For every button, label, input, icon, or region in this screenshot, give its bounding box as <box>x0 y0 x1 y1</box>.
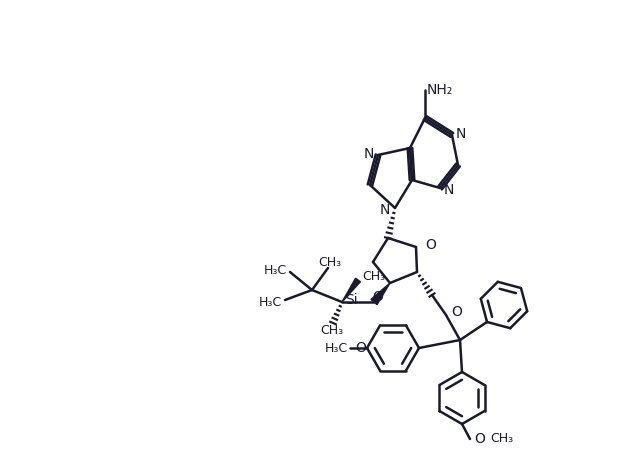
Polygon shape <box>342 278 360 302</box>
Text: N: N <box>456 127 467 141</box>
Text: O: O <box>372 290 383 304</box>
Text: O: O <box>425 238 436 252</box>
Text: O: O <box>356 341 367 355</box>
Text: N: N <box>444 183 454 197</box>
Text: CH₃: CH₃ <box>490 432 513 446</box>
Text: H₃C: H₃C <box>325 342 348 354</box>
Text: H₃C: H₃C <box>264 264 287 276</box>
Text: NH₂: NH₂ <box>427 83 453 97</box>
Text: CH₃: CH₃ <box>319 257 342 269</box>
Text: Si: Si <box>345 293 358 307</box>
Text: CH₃: CH₃ <box>321 324 344 337</box>
Text: O: O <box>474 432 485 446</box>
Text: H₃C: H₃C <box>259 296 282 308</box>
Text: N: N <box>364 147 374 161</box>
Polygon shape <box>371 283 390 305</box>
Text: O: O <box>451 305 462 319</box>
Text: CH₃: CH₃ <box>362 269 385 282</box>
Text: N: N <box>380 203 390 217</box>
